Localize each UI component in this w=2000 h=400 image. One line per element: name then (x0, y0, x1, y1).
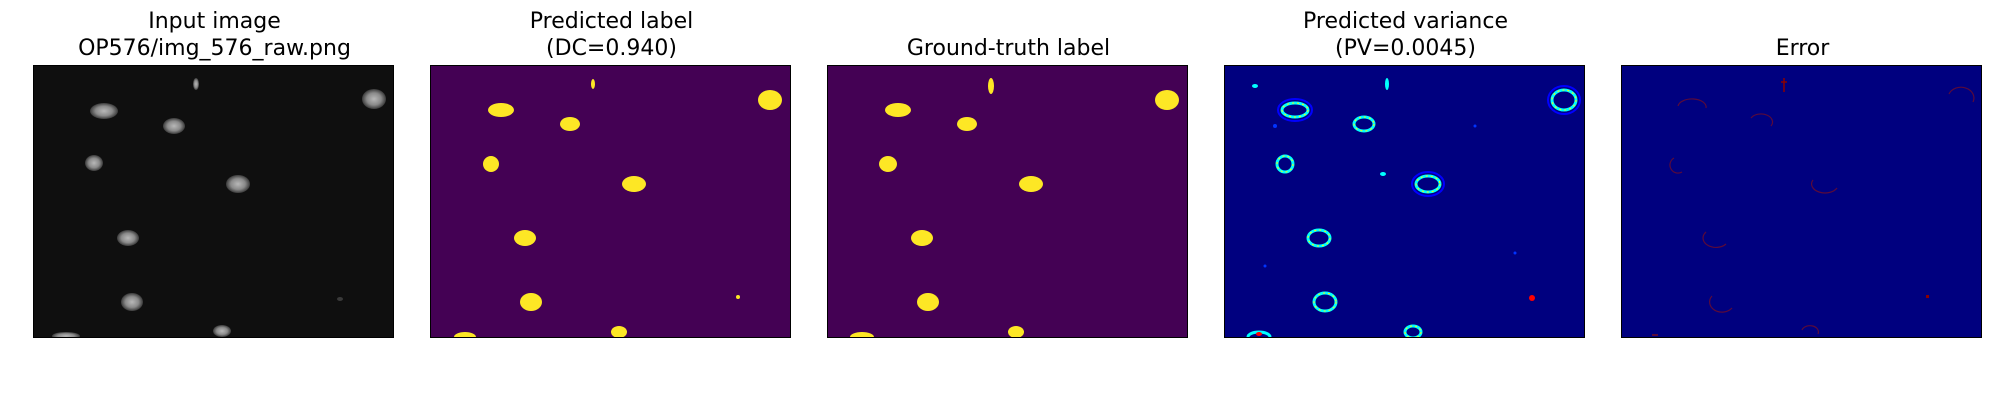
error-title: ​ Error (1581, 8, 2000, 62)
ground-truth-title-line1: ​ (787, 8, 1230, 35)
input-image-title: Input image OP576/img_576_raw.png (0, 8, 436, 62)
ground-truth-map (828, 66, 1187, 337)
predicted-variance-title-line2: (PV=0.0045) (1335, 36, 1476, 61)
ground-truth-frame (827, 65, 1188, 338)
predicted-label-map (431, 66, 790, 337)
input-image-title-line1: Input image (148, 9, 281, 34)
ground-truth-title-line2: Ground-truth label (906, 36, 1111, 61)
ground-truth-title: ​ Ground-truth label (787, 8, 1230, 62)
error-title-line1: ​ (1581, 8, 2000, 35)
predicted-variance-panel: Predicted variance (PV=0.0045) (1224, 0, 1587, 340)
error-panel: ​ Error (1621, 0, 1984, 340)
predicted-label-frame (430, 65, 791, 338)
predicted-variance-title-line1: Predicted variance (1303, 9, 1508, 34)
predicted-label-title-line1: Predicted label (529, 9, 694, 34)
input-image-panel: Input image OP576/img_576_raw.png (33, 0, 396, 340)
error-map (1622, 66, 1981, 337)
ground-truth-panel: ​ Ground-truth label (827, 0, 1190, 340)
error-frame (1621, 65, 1982, 338)
predicted-variance-map (1225, 66, 1584, 337)
predicted-label-panel: Predicted label (DC=0.940) (430, 0, 793, 340)
error-title-line2: Error (1775, 36, 1830, 61)
predicted-variance-title: Predicted variance (PV=0.0045) (1184, 8, 1627, 62)
input-image-raw (34, 66, 393, 337)
predicted-variance-frame (1224, 65, 1585, 338)
predicted-label-title-line2: (DC=0.940) (546, 36, 677, 61)
predicted-label-title: Predicted label (DC=0.940) (390, 8, 833, 62)
input-image-title-line2: OP576/img_576_raw.png (78, 36, 351, 61)
input-image-frame (33, 65, 394, 338)
